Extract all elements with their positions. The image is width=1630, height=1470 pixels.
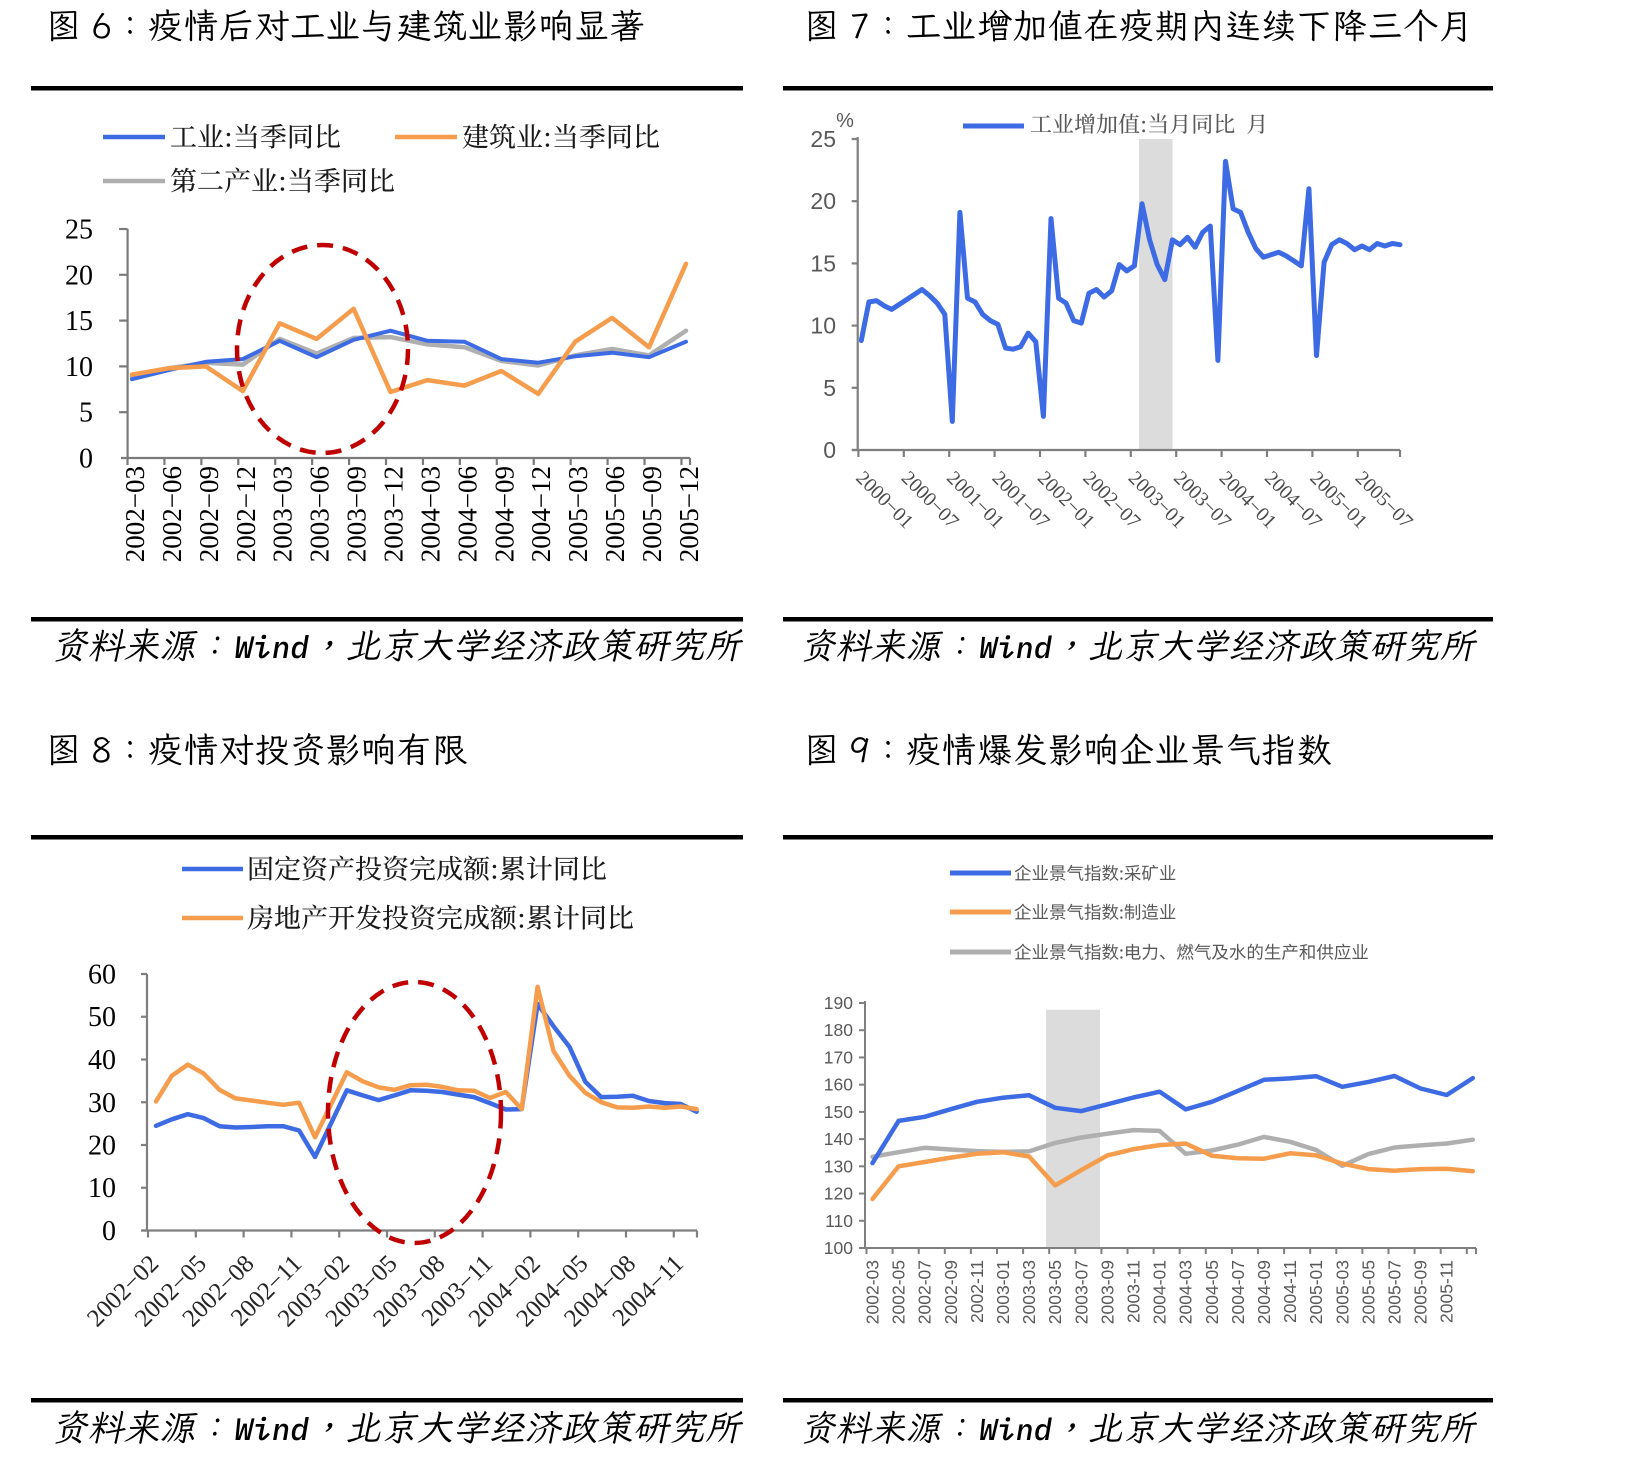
svg-text:5: 5 [79,398,93,429]
svg-text:2002−03: 2002−03 [120,466,150,562]
svg-text:2004-07: 2004-07 [1228,1260,1248,1324]
svg-text:2005−06: 2005−06 [600,466,630,562]
svg-text:2003-03: 2003-03 [1019,1260,1039,1324]
svg-text:2002−09: 2002−09 [194,466,224,562]
svg-text:2004-05: 2004-05 [1202,1260,1222,1324]
svg-text:2005−03: 2005−03 [563,466,593,562]
svg-text:0: 0 [102,1216,116,1247]
svg-text:160: 160 [824,1075,853,1095]
svg-text:40: 40 [88,1045,116,1076]
svg-text:2002-07: 2002-07 [915,1260,935,1324]
svg-text:2002−06: 2002−06 [157,466,187,562]
svg-text:2003-01: 2003-01 [993,1260,1013,1324]
svg-text:2002-09: 2002-09 [941,1260,961,1324]
svg-text:140: 140 [824,1129,853,1149]
svg-text:2003−03: 2003−03 [268,466,298,562]
svg-text:5: 5 [823,375,836,401]
svg-text:2004-09: 2004-09 [1254,1260,1274,1324]
svg-text:60: 60 [88,960,116,991]
svg-text:2003-11: 2003-11 [1124,1260,1144,1323]
svg-text:180: 180 [824,1020,853,1040]
svg-text:170: 170 [824,1047,853,1067]
svg-text:150: 150 [824,1102,853,1122]
svg-text:10: 10 [88,1173,116,1204]
svg-text:2005−09: 2005−09 [637,466,667,562]
svg-text:25: 25 [810,126,836,152]
svg-text:2004−06: 2004−06 [452,466,482,562]
svg-text:2004-01: 2004-01 [1150,1260,1170,1324]
svg-text:2005-07: 2005-07 [1385,1260,1405,1324]
svg-text:0: 0 [79,444,93,475]
svg-text:20: 20 [65,260,93,291]
svg-text:2004−12: 2004−12 [526,466,556,562]
svg-text:2003−09: 2003−09 [342,466,372,562]
svg-text:2004-03: 2004-03 [1176,1260,1196,1324]
svg-text:2005−12: 2005−12 [674,466,704,562]
svg-text:2005-03: 2005-03 [1332,1260,1352,1324]
svg-text:10: 10 [65,352,93,383]
svg-text:20: 20 [88,1131,116,1162]
svg-text:130: 130 [824,1156,853,1176]
svg-text:50: 50 [88,1002,116,1033]
svg-text:120: 120 [824,1184,853,1204]
svg-text:2002-05: 2002-05 [889,1260,909,1324]
svg-text:15: 15 [810,250,836,276]
svg-text:110: 110 [825,1211,853,1231]
svg-text:190: 190 [824,993,853,1013]
svg-text:%: % [836,110,854,132]
svg-text:2004−03: 2004−03 [415,466,445,562]
svg-text:2004−09: 2004−09 [489,466,519,562]
svg-text:2002-11: 2002-11 [967,1260,987,1323]
svg-text:2002-03: 2002-03 [863,1260,883,1324]
svg-text:2003-05: 2003-05 [1045,1260,1065,1324]
svg-text:30: 30 [88,1088,116,1119]
svg-text:2005-01: 2005-01 [1306,1260,1326,1324]
svg-text:2005-09: 2005-09 [1411,1260,1431,1324]
svg-text:2003-07: 2003-07 [1071,1260,1091,1324]
svg-text:2004-11: 2004-11 [1280,1260,1300,1323]
svg-text:2003−12: 2003−12 [379,466,409,562]
svg-text:2005-05: 2005-05 [1358,1260,1378,1324]
svg-text:20: 20 [810,188,836,214]
svg-text:2005-11: 2005-11 [1437,1260,1457,1323]
svg-text:15: 15 [65,306,93,337]
svg-text:100: 100 [824,1238,853,1258]
svg-text:0: 0 [823,437,836,463]
svg-text:2003-09: 2003-09 [1097,1260,1117,1324]
svg-text:10: 10 [810,313,836,339]
svg-text:2002−12: 2002−12 [231,466,261,562]
svg-text:25: 25 [65,215,93,246]
svg-text:2003−06: 2003−06 [305,466,335,562]
